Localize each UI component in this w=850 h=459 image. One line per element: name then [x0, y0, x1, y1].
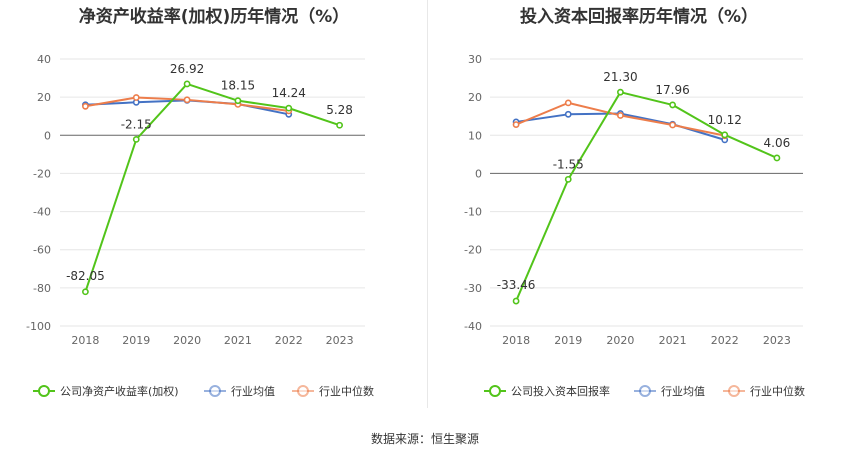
chart-title-roic: 投入资本回报率历年情况（%） — [519, 7, 759, 27]
y-tick-label: -40 — [464, 320, 482, 333]
legend-label: 公司投入资本回报率 — [511, 384, 610, 398]
data-label: 26.92 — [170, 62, 204, 76]
data-point — [512, 121, 520, 129]
y-tick-label: 30 — [468, 53, 482, 66]
legend-marker — [639, 385, 651, 397]
data-point — [82, 102, 89, 110]
x-tick-label: 2023 — [326, 334, 354, 347]
y-tick-label: 20 — [468, 91, 482, 104]
x-tick-label: 2019 — [554, 334, 582, 347]
y-tick-label: -30 — [464, 282, 482, 295]
data-label: 21.30 — [603, 70, 637, 84]
series-line-0 — [515, 91, 778, 302]
data-point — [617, 88, 624, 96]
x-tick-label: 2023 — [763, 334, 791, 347]
y-tick-label: 10 — [468, 129, 482, 142]
y-tick-label: 0 — [44, 129, 51, 142]
legend-marker — [297, 385, 309, 397]
y-tick-label: -60 — [33, 244, 51, 257]
legend-label: 行业中位数 — [319, 384, 374, 398]
x-tick-label: 2018 — [502, 334, 530, 347]
data-label: -2.15 — [121, 117, 152, 131]
x-tick-label: 2021 — [224, 334, 252, 347]
x-tick-label: 2020 — [606, 334, 634, 347]
x-tick-label: 2020 — [173, 334, 201, 347]
chart-title-roe: 净资产收益率(加权)历年情况（%） — [78, 7, 350, 27]
series-line-0 — [84, 82, 340, 293]
y-tick-label: -20 — [33, 167, 51, 180]
y-tick-label: 40 — [37, 53, 51, 66]
data-point — [336, 121, 343, 129]
y-tick-label: -100 — [26, 320, 51, 333]
data-point — [669, 121, 676, 129]
data-point — [564, 99, 572, 107]
legend-marker — [489, 385, 501, 397]
data-label: -33.46 — [497, 278, 536, 292]
legend-marker — [728, 385, 740, 397]
y-tick-label: -20 — [464, 244, 482, 257]
legend-label: 行业中位数 — [750, 384, 805, 398]
data-label: 18.15 — [221, 79, 255, 93]
data-point — [512, 297, 520, 305]
data-point — [564, 110, 572, 118]
data-label: 10.12 — [708, 113, 742, 127]
data-point — [82, 288, 89, 296]
x-tick-label: 2019 — [122, 334, 150, 347]
y-tick-label: 0 — [475, 167, 482, 180]
legend-marker — [209, 385, 221, 397]
data-point — [132, 135, 140, 143]
data-label: 4.06 — [764, 136, 791, 150]
y-tick-label: -80 — [33, 282, 51, 295]
legend-label: 行业均值 — [661, 385, 705, 398]
legend-label: 公司净资产收益率(加权) — [60, 384, 179, 398]
data-point — [285, 104, 293, 112]
data-label: 17.96 — [655, 83, 689, 97]
data-point — [183, 96, 191, 104]
y-tick-label: 20 — [37, 91, 51, 104]
data-label: -82.05 — [66, 269, 105, 283]
x-tick-label: 2022 — [275, 334, 303, 347]
y-tick-label: -10 — [464, 206, 482, 219]
legend-label: 行业均值 — [231, 385, 275, 398]
data-point — [669, 101, 676, 109]
y-tick-label: -40 — [33, 206, 51, 219]
data-point — [564, 175, 572, 183]
data-point — [183, 80, 191, 88]
data-point — [773, 154, 781, 162]
data-point — [721, 131, 729, 139]
data-source: 数据来源：恒生聚源 — [0, 430, 850, 447]
x-tick-label: 2021 — [659, 334, 687, 347]
x-tick-label: 2022 — [711, 334, 739, 347]
data-source-label: 数据来源： — [370, 432, 431, 446]
data-label: -1.55 — [553, 157, 584, 171]
x-tick-label: 2018 — [71, 334, 99, 347]
data-label: 5.28 — [326, 103, 353, 117]
panel-divider — [427, 0, 428, 408]
data-point — [132, 94, 140, 101]
data-point — [234, 97, 242, 105]
data-label: 14.24 — [272, 86, 306, 100]
data-source-value: 恒生聚源 — [431, 432, 480, 446]
legend-marker — [38, 385, 50, 397]
data-point — [617, 112, 624, 119]
